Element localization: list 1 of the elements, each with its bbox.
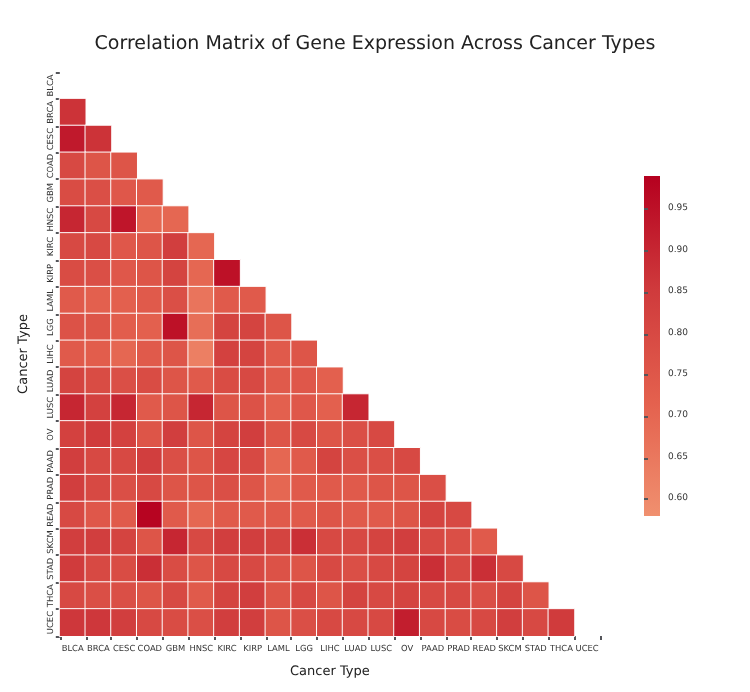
chart-title: Correlation Matrix of Gene Expression Across Cancer Types (94, 33, 656, 55)
